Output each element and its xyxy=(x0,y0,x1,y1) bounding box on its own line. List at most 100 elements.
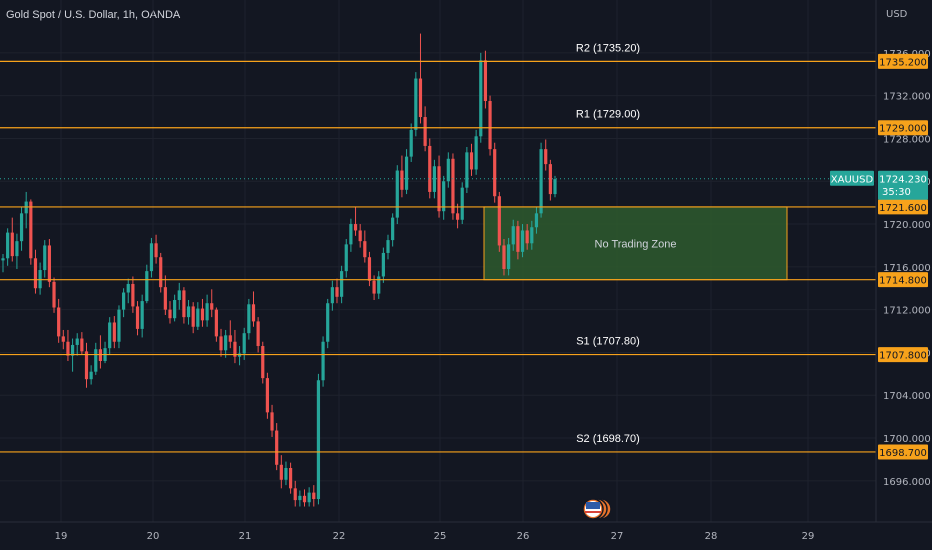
candle-down xyxy=(135,306,140,329)
candle-up xyxy=(94,349,98,372)
candle-up xyxy=(6,232,10,259)
candle-down xyxy=(455,213,460,220)
candle-down xyxy=(52,281,56,308)
y-tick-label: 1716.000 xyxy=(883,263,931,274)
candle-up xyxy=(122,292,126,310)
candle-up xyxy=(298,495,302,501)
candle-down xyxy=(293,488,297,501)
time-axis-panel xyxy=(0,522,932,550)
y-tick-label: 1728.000 xyxy=(883,134,931,145)
level-label-S1: S1 (1707.80) xyxy=(576,336,640,348)
level-price-tag xyxy=(878,272,928,288)
candle-up xyxy=(1,258,5,261)
candle-down xyxy=(548,164,552,195)
candle-down xyxy=(469,152,474,170)
candle-up xyxy=(386,240,390,253)
symbol-badge xyxy=(830,170,874,186)
level-price-tag-label: 1735.200 xyxy=(879,57,927,68)
candle-down xyxy=(270,412,274,431)
candle-up xyxy=(307,492,311,503)
candle-up xyxy=(460,187,464,220)
chart-title: Gold Spot / U.S. Dollar, 1h, OANDA xyxy=(6,9,181,21)
candle-down xyxy=(279,464,283,480)
y-tick-label: 1732.000 xyxy=(883,92,931,103)
candle-up xyxy=(284,468,288,480)
x-tick-label: 22 xyxy=(333,531,346,542)
no-trading-zone xyxy=(483,206,788,281)
no-trading-zone-label: No Trading Zone xyxy=(595,238,677,250)
level-price-tag xyxy=(878,347,928,363)
candle-up xyxy=(140,301,144,329)
candle-down xyxy=(29,201,33,259)
y-tick-label: 1704.000 xyxy=(883,391,931,402)
candle-up xyxy=(520,230,525,252)
x-tick-label: 29 xyxy=(802,531,815,542)
candle-down xyxy=(363,241,367,258)
x-tick-label: 21 xyxy=(239,531,252,542)
candle-down xyxy=(275,430,279,465)
candle-down xyxy=(400,170,404,190)
level-price-tag xyxy=(878,199,928,215)
candle-up xyxy=(344,244,348,272)
y-tick-label: 1700.000 xyxy=(883,434,931,445)
level-price-tag xyxy=(878,53,928,69)
candle-down xyxy=(502,245,506,269)
candle-up xyxy=(340,271,344,297)
candle-up xyxy=(507,244,511,269)
level-price-tag-label: 1721.600 xyxy=(879,203,927,214)
candle-up xyxy=(247,304,251,334)
candle-down xyxy=(312,492,316,500)
candle-down xyxy=(112,322,116,342)
candle-up xyxy=(539,149,543,214)
candle-down xyxy=(10,232,14,257)
candle-down xyxy=(214,309,218,337)
candle-up xyxy=(70,344,75,356)
candle-down xyxy=(497,196,501,246)
candle-down xyxy=(182,290,186,318)
candle-up xyxy=(224,335,228,351)
candle-up xyxy=(126,283,130,293)
candle-down xyxy=(483,60,488,101)
candle-up xyxy=(395,170,399,218)
candle-up xyxy=(19,213,24,242)
x-tick-label: 28 xyxy=(705,531,718,542)
y-tick-label: 1712.000 xyxy=(883,306,931,317)
level-price-tag-label: 1698.700 xyxy=(879,448,927,459)
candle-up xyxy=(381,252,385,277)
level-price-tag-label: 1714.800 xyxy=(879,276,927,287)
candle-up xyxy=(89,371,93,380)
candle-down xyxy=(210,303,214,310)
us-flag-canton xyxy=(586,502,600,509)
candle-up xyxy=(316,380,321,500)
candle-down xyxy=(367,257,372,281)
candle-up xyxy=(321,341,325,381)
candle-down xyxy=(219,336,223,351)
candle-up xyxy=(177,290,181,301)
candle-up xyxy=(553,179,557,195)
candle-down xyxy=(61,336,65,342)
candle-up xyxy=(196,308,200,327)
candle-up xyxy=(15,241,19,257)
candle-down xyxy=(418,78,423,118)
candle-down xyxy=(493,149,497,197)
candle-down xyxy=(57,307,61,337)
candle-up xyxy=(108,322,112,349)
candle-down xyxy=(423,117,427,146)
candle-down xyxy=(159,257,163,288)
candle-down xyxy=(358,230,362,242)
candle-up xyxy=(242,333,246,354)
candle-up xyxy=(330,287,334,304)
candle-down xyxy=(47,245,51,282)
candle-up xyxy=(186,306,191,318)
candle-down xyxy=(131,283,135,307)
candle-up xyxy=(409,129,413,157)
candle-down xyxy=(437,166,441,212)
candle-down xyxy=(33,258,38,289)
candle-down xyxy=(251,304,256,322)
level-price-tag xyxy=(878,444,928,460)
x-tick-label: 26 xyxy=(517,531,530,542)
candle-down xyxy=(265,378,270,413)
y-tick-label: 1696.000 xyxy=(883,477,931,488)
candle-up xyxy=(465,152,469,188)
